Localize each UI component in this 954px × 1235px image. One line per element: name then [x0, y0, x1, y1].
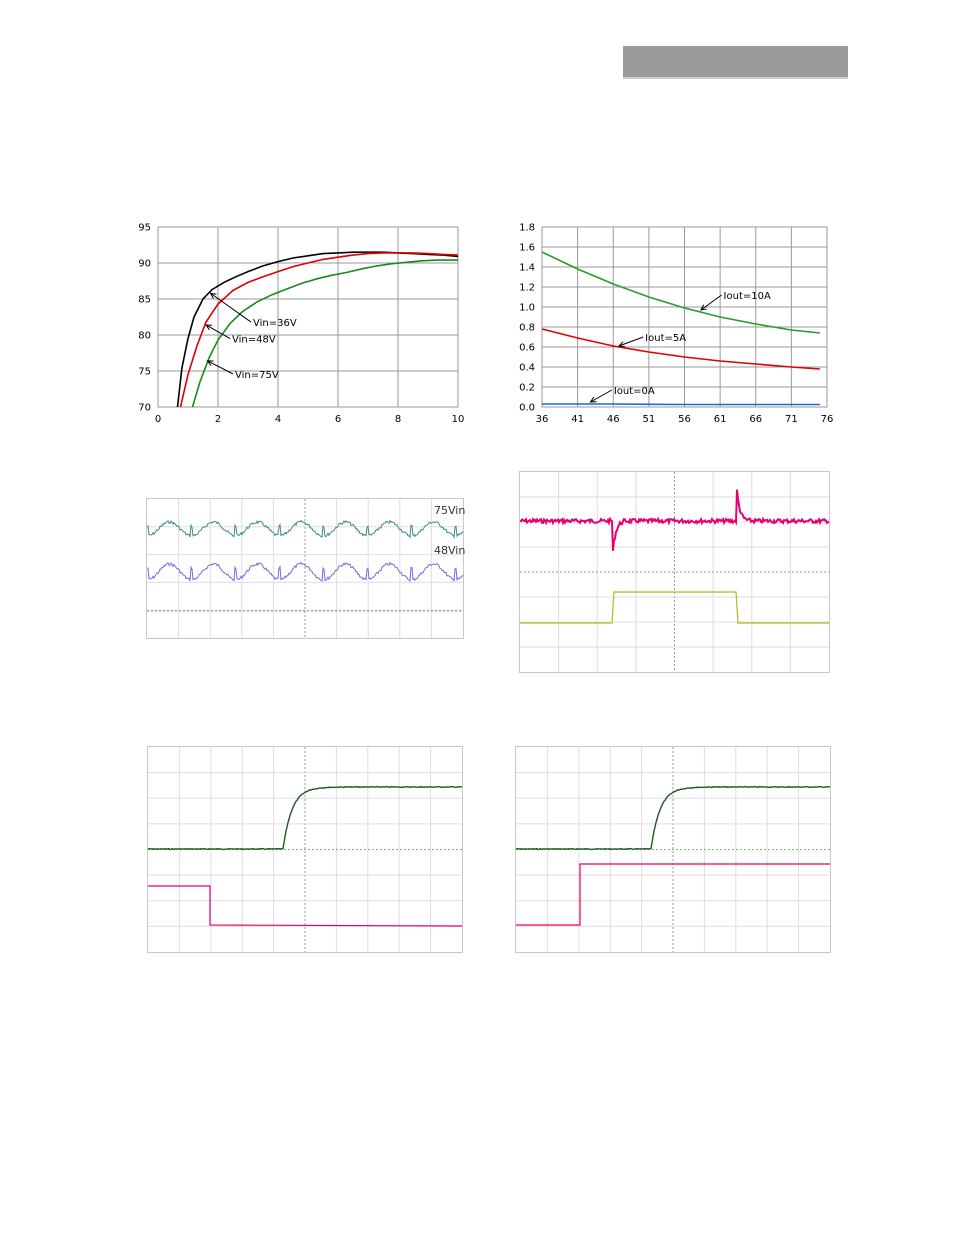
x-tick-label: 0 [155, 414, 161, 425]
annotation-arrow [205, 324, 231, 340]
y-tick-label: 0.8 [519, 323, 535, 334]
loss-chart-svg: 36 41 46 51 56 61 66 71 76 1.8 1.6 1.4 1.2 1.0 0.8 0.6 0… [519, 223, 834, 426]
ripple-scope: 75Vin 48Vin [146, 498, 465, 639]
startup-trace-vout [516, 785, 831, 851]
annotation-arrow [207, 360, 234, 375]
annotation-label: Vin=36V [253, 318, 297, 329]
startup-scope-right-svg [516, 747, 831, 952]
annotation-arrowhead [589, 396, 597, 403]
annotation-label: Iout=5A [645, 333, 686, 344]
x-tick-label: 41 [571, 414, 584, 425]
x-tick-label: 51 [643, 414, 656, 425]
annotation-arrowhead [206, 360, 214, 366]
y-tick-label: 70 [138, 403, 151, 414]
y-tick-label: 75 [138, 367, 151, 378]
y-tick-label: 1.4 [519, 263, 535, 274]
annotation-arrowhead [699, 304, 707, 311]
startup-scope-left-svg [148, 747, 463, 952]
series-line-vin-48v [179, 252, 459, 408]
ripple-trace-75vin [146, 519, 464, 540]
y-tick-label: 0.6 [519, 343, 535, 354]
x-tick-label: 71 [785, 414, 798, 425]
y-tick-label: 85 [138, 295, 151, 306]
annotation-arrow [618, 336, 644, 347]
transient-scope [519, 471, 830, 673]
annotation-label: Iout=0A [614, 386, 655, 397]
ripple-label-bottom: 48Vin [434, 544, 465, 557]
annotation-arrowhead [209, 292, 217, 299]
y-tick-label: 1.6 [519, 243, 535, 254]
transient-trace-iout [520, 591, 829, 624]
transient-trace-vout [519, 489, 830, 551]
x-tick-label: 10 [452, 414, 465, 425]
startup-scope-right [515, 746, 831, 953]
x-tick-label: 8 [395, 414, 401, 425]
y-tick-label: 0.4 [519, 363, 535, 374]
series-line-iout-0a [542, 403, 820, 406]
series-line-iout-10a [541, 251, 820, 334]
annotation-label: Vin=48V [232, 335, 276, 346]
y-tick-label: 0.0 [519, 403, 535, 414]
x-tick-label: 56 [678, 414, 691, 425]
ripple-label-top: 75Vin [434, 504, 465, 517]
plot-area [157, 226, 459, 408]
efficiency-chart-svg: 0 2 4 6 8 10 95 90 85 80 75 70 Vin=36V Vin=48V Vin=75V [138, 223, 465, 426]
x-tick-label: 36 [536, 414, 549, 425]
annotation-arrowhead [617, 341, 625, 348]
header-bar [623, 46, 848, 79]
annotation-label: Vin=75V [235, 370, 279, 381]
startup-scope-left [147, 746, 463, 953]
x-tick-label: 66 [749, 414, 762, 425]
x-tick-label: 61 [714, 414, 727, 425]
y-tick-label: 90 [138, 259, 151, 270]
annotation-arrow [210, 292, 252, 323]
transient-scope-svg [519, 472, 830, 672]
startup-trace-control [148, 885, 463, 927]
y-tick-label: 80 [138, 331, 151, 342]
y-tick-label: 1.0 [519, 303, 535, 314]
annotation-label: Iout=10A [724, 291, 771, 302]
annotation-arrowhead [205, 324, 213, 331]
x-tick-label: 4 [275, 414, 281, 425]
x-tick-label: 76 [821, 414, 834, 425]
series-line-iout-5a [541, 328, 820, 370]
x-tick-label: 6 [335, 414, 341, 425]
y-tick-label: 0.2 [519, 383, 535, 394]
annotation-arrow [700, 294, 722, 311]
y-tick-label: 95 [138, 223, 151, 234]
annotation-arrow [590, 389, 613, 403]
loss-chart: 36 41 46 51 56 61 66 71 76 1.8 1.6 1.4 1.2 1.0 0.8 0.6 0… [505, 215, 845, 435]
x-tick-label: 2 [215, 414, 221, 425]
ripple-scope-svg: 75Vin 48Vin [146, 499, 465, 638]
efficiency-chart: 0 2 4 6 8 10 95 90 85 80 75 70 Vin=36V Vin=48V Vin=75V [120, 215, 470, 435]
y-tick-label: 1.8 [519, 223, 535, 234]
startup-trace-control [516, 863, 830, 926]
ripple-trace-48vin [146, 561, 464, 583]
y-tick-label: 1.2 [519, 283, 535, 294]
x-tick-label: 46 [607, 414, 620, 425]
startup-trace-vout [148, 785, 463, 851]
